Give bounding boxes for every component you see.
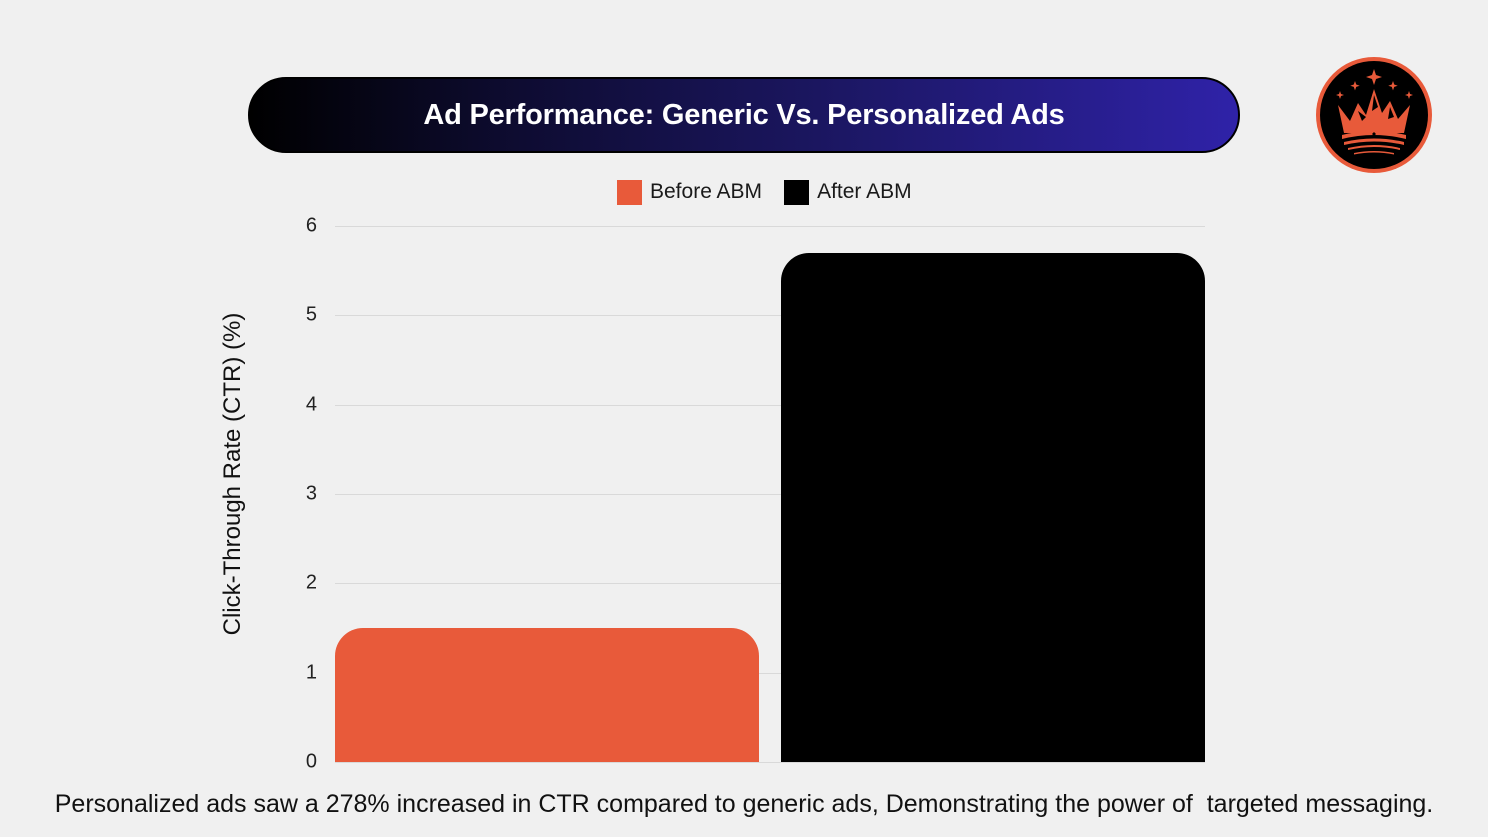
chart-title: Ad Performance: Generic Vs. Personalized… (423, 98, 1065, 131)
legend-swatch-after-abm (784, 179, 810, 205)
legend-swatch-before-abm (617, 179, 642, 205)
bar-after-abm (781, 252, 1205, 762)
legend-label: Before ABM (650, 180, 763, 203)
brand-logo (1314, 55, 1434, 175)
gridline (335, 672, 1205, 674)
y-tick-label: 3 (305, 482, 317, 505)
bar-before-abm (335, 628, 759, 762)
y-tick-label: 5 (305, 303, 317, 326)
y-axis-title: Click-Through Rate (CTR) (%) (219, 312, 246, 636)
gridline (335, 226, 1205, 227)
legend-item-after-abm: After ABM (784, 179, 912, 205)
gridline (335, 404, 1205, 406)
gridline (335, 762, 1205, 763)
crown-mountain-logo-icon (1316, 57, 1432, 173)
gridline (335, 494, 1205, 495)
chart-legend: Before ABM After ABM (617, 178, 934, 206)
gridline (335, 583, 1205, 585)
gridline (335, 315, 1205, 317)
y-tick-label: 4 (305, 393, 317, 416)
y-tick-label: 1 (305, 661, 317, 684)
y-tick-label: 0 (305, 750, 317, 773)
legend-item-before-abm: Before ABM (617, 179, 763, 205)
chart-title-banner: Ad Performance: Generic Vs. Personalized… (248, 77, 1240, 153)
chart-caption: Personalized ads saw a 278% increased in… (54, 790, 1434, 818)
y-tick-label: 6 (305, 214, 317, 237)
y-tick-label: 2 (305, 571, 317, 594)
plot-area: 0 1 2 3 4 5 6 (306, 215, 1205, 773)
legend-label: After ABM (817, 180, 912, 203)
